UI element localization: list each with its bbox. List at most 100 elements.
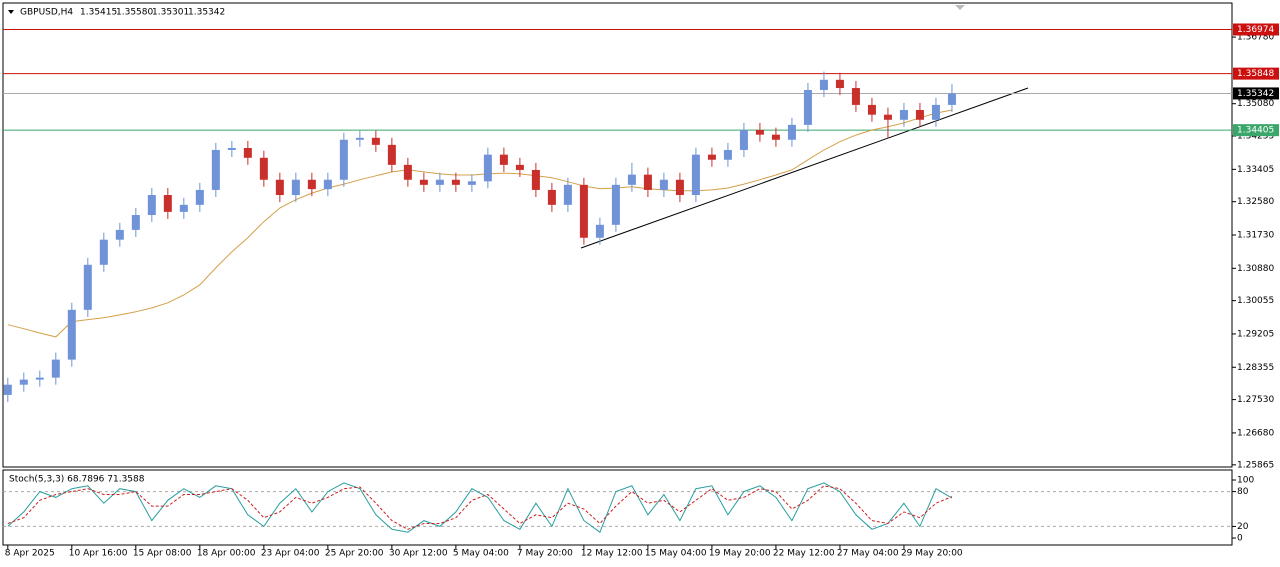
x-tick-label: 27 May 04:00 bbox=[837, 549, 899, 559]
price-level-tag bbox=[1233, 124, 1279, 137]
y-tick-label: 100 bbox=[1237, 475, 1254, 485]
candle-body bbox=[595, 224, 604, 238]
y-tick-label: 1.34255 bbox=[1237, 132, 1274, 142]
x-tick-label: 12 May 12:00 bbox=[581, 549, 643, 559]
x-tick-label: 23 Apr 04:00 bbox=[261, 549, 320, 559]
moving-average bbox=[7, 109, 953, 338]
x-tick-label: 15 May 04:00 bbox=[645, 549, 707, 559]
stoch-frame bbox=[2, 469, 1233, 546]
candle-body bbox=[707, 154, 716, 160]
trend-line bbox=[580, 87, 1029, 249]
candle-body bbox=[3, 384, 12, 395]
candle-body bbox=[771, 134, 780, 140]
candle-body bbox=[467, 181, 476, 185]
candle-body bbox=[131, 215, 140, 230]
price-level-label: 1.36974 bbox=[1237, 25, 1274, 35]
candle-body bbox=[515, 164, 524, 170]
candle-body bbox=[915, 109, 924, 120]
candle-body bbox=[947, 93, 956, 105]
candle-body bbox=[147, 195, 156, 216]
candle-body bbox=[307, 179, 316, 190]
candle-body bbox=[899, 109, 908, 120]
candle-body bbox=[547, 189, 556, 205]
candle-body bbox=[803, 90, 812, 125]
candle-body bbox=[451, 179, 460, 185]
y-tick-label: 1.36780 bbox=[1237, 33, 1274, 43]
candle-body bbox=[675, 179, 684, 196]
quote-high: 1.35580 bbox=[116, 8, 153, 18]
x-tick-label: 7 May 20:00 bbox=[517, 549, 573, 559]
candle-body bbox=[83, 264, 92, 310]
candle-body bbox=[723, 149, 732, 160]
candle-body bbox=[67, 309, 76, 360]
candle-body bbox=[627, 174, 636, 185]
candle-body bbox=[755, 129, 764, 135]
candle-body bbox=[867, 104, 876, 115]
candle-body bbox=[835, 79, 844, 89]
candle-body bbox=[883, 114, 892, 120]
candle-body bbox=[483, 154, 492, 182]
candle-body bbox=[35, 377, 44, 380]
x-tick-label: 22 May 12:00 bbox=[773, 549, 835, 559]
quote-low: 1.35301 bbox=[152, 8, 189, 18]
y-tick-label: 1.26680 bbox=[1237, 428, 1274, 438]
quote-close: 1.35342 bbox=[188, 8, 225, 18]
candle-body bbox=[691, 154, 700, 196]
candle-body bbox=[195, 189, 204, 205]
y-tick-label: 0 bbox=[1237, 534, 1243, 544]
candle-body bbox=[611, 184, 620, 225]
candle-body bbox=[291, 179, 300, 196]
candle-body bbox=[355, 137, 364, 140]
y-tick-label: 20 bbox=[1237, 522, 1249, 532]
x-tick-label: 19 May 20:00 bbox=[709, 549, 771, 559]
x-tick-label: 30 Apr 12:00 bbox=[389, 549, 448, 559]
candle-body bbox=[931, 104, 940, 120]
candle-body bbox=[739, 129, 748, 150]
y-tick-label: 1.32580 bbox=[1237, 197, 1274, 207]
candle-body bbox=[435, 179, 444, 185]
price-level-tag bbox=[1233, 87, 1279, 100]
price-level-tag bbox=[1233, 67, 1279, 80]
candle-body bbox=[643, 174, 652, 190]
candle-body bbox=[19, 379, 28, 385]
candle-body bbox=[259, 157, 268, 180]
price-level-label: 1.35848 bbox=[1237, 69, 1274, 79]
x-tick-label: 29 May 20:00 bbox=[901, 549, 963, 559]
symbol: GBPUSD,H4 bbox=[20, 8, 73, 18]
candle-body bbox=[227, 148, 236, 150]
y-tick-label: 1.30880 bbox=[1237, 264, 1274, 274]
y-tick-label: 1.30055 bbox=[1237, 296, 1274, 306]
candle-body bbox=[275, 179, 284, 196]
y-tick-label: 1.33405 bbox=[1237, 165, 1274, 175]
candle-body bbox=[851, 88, 860, 105]
candle-body bbox=[579, 184, 588, 238]
x-tick-label: 25 Apr 20:00 bbox=[325, 549, 384, 559]
candle-body bbox=[419, 179, 428, 185]
shift-marker bbox=[955, 5, 965, 10]
candle-body bbox=[499, 154, 508, 165]
y-tick-label: 1.29205 bbox=[1237, 329, 1274, 339]
x-tick-label: 5 May 04:00 bbox=[453, 549, 509, 559]
candle-body bbox=[339, 139, 348, 180]
price-level-tag bbox=[1233, 23, 1279, 36]
y-tick-label: 1.31730 bbox=[1237, 231, 1274, 241]
candle-body bbox=[163, 195, 172, 212]
candle-body bbox=[819, 79, 828, 90]
stoch-line bbox=[7, 485, 953, 530]
y-tick-label: 1.35080 bbox=[1237, 99, 1274, 109]
candle-body bbox=[99, 239, 108, 265]
candle-body bbox=[211, 149, 220, 190]
menu-arrow[interactable] bbox=[8, 10, 14, 14]
y-tick-label: 80 bbox=[1237, 487, 1249, 497]
candle-body bbox=[115, 229, 124, 240]
y-tick-label: 1.28355 bbox=[1237, 363, 1274, 373]
x-tick-label: 15 Apr 08:00 bbox=[133, 549, 192, 559]
candle-body bbox=[371, 137, 380, 145]
candle-body bbox=[659, 179, 668, 190]
candle-body bbox=[563, 184, 572, 205]
candle-body bbox=[51, 359, 60, 378]
price-level-label: 1.34405 bbox=[1237, 126, 1274, 136]
stoch-line bbox=[7, 482, 953, 533]
x-tick-label: 18 Apr 00:00 bbox=[197, 549, 256, 559]
